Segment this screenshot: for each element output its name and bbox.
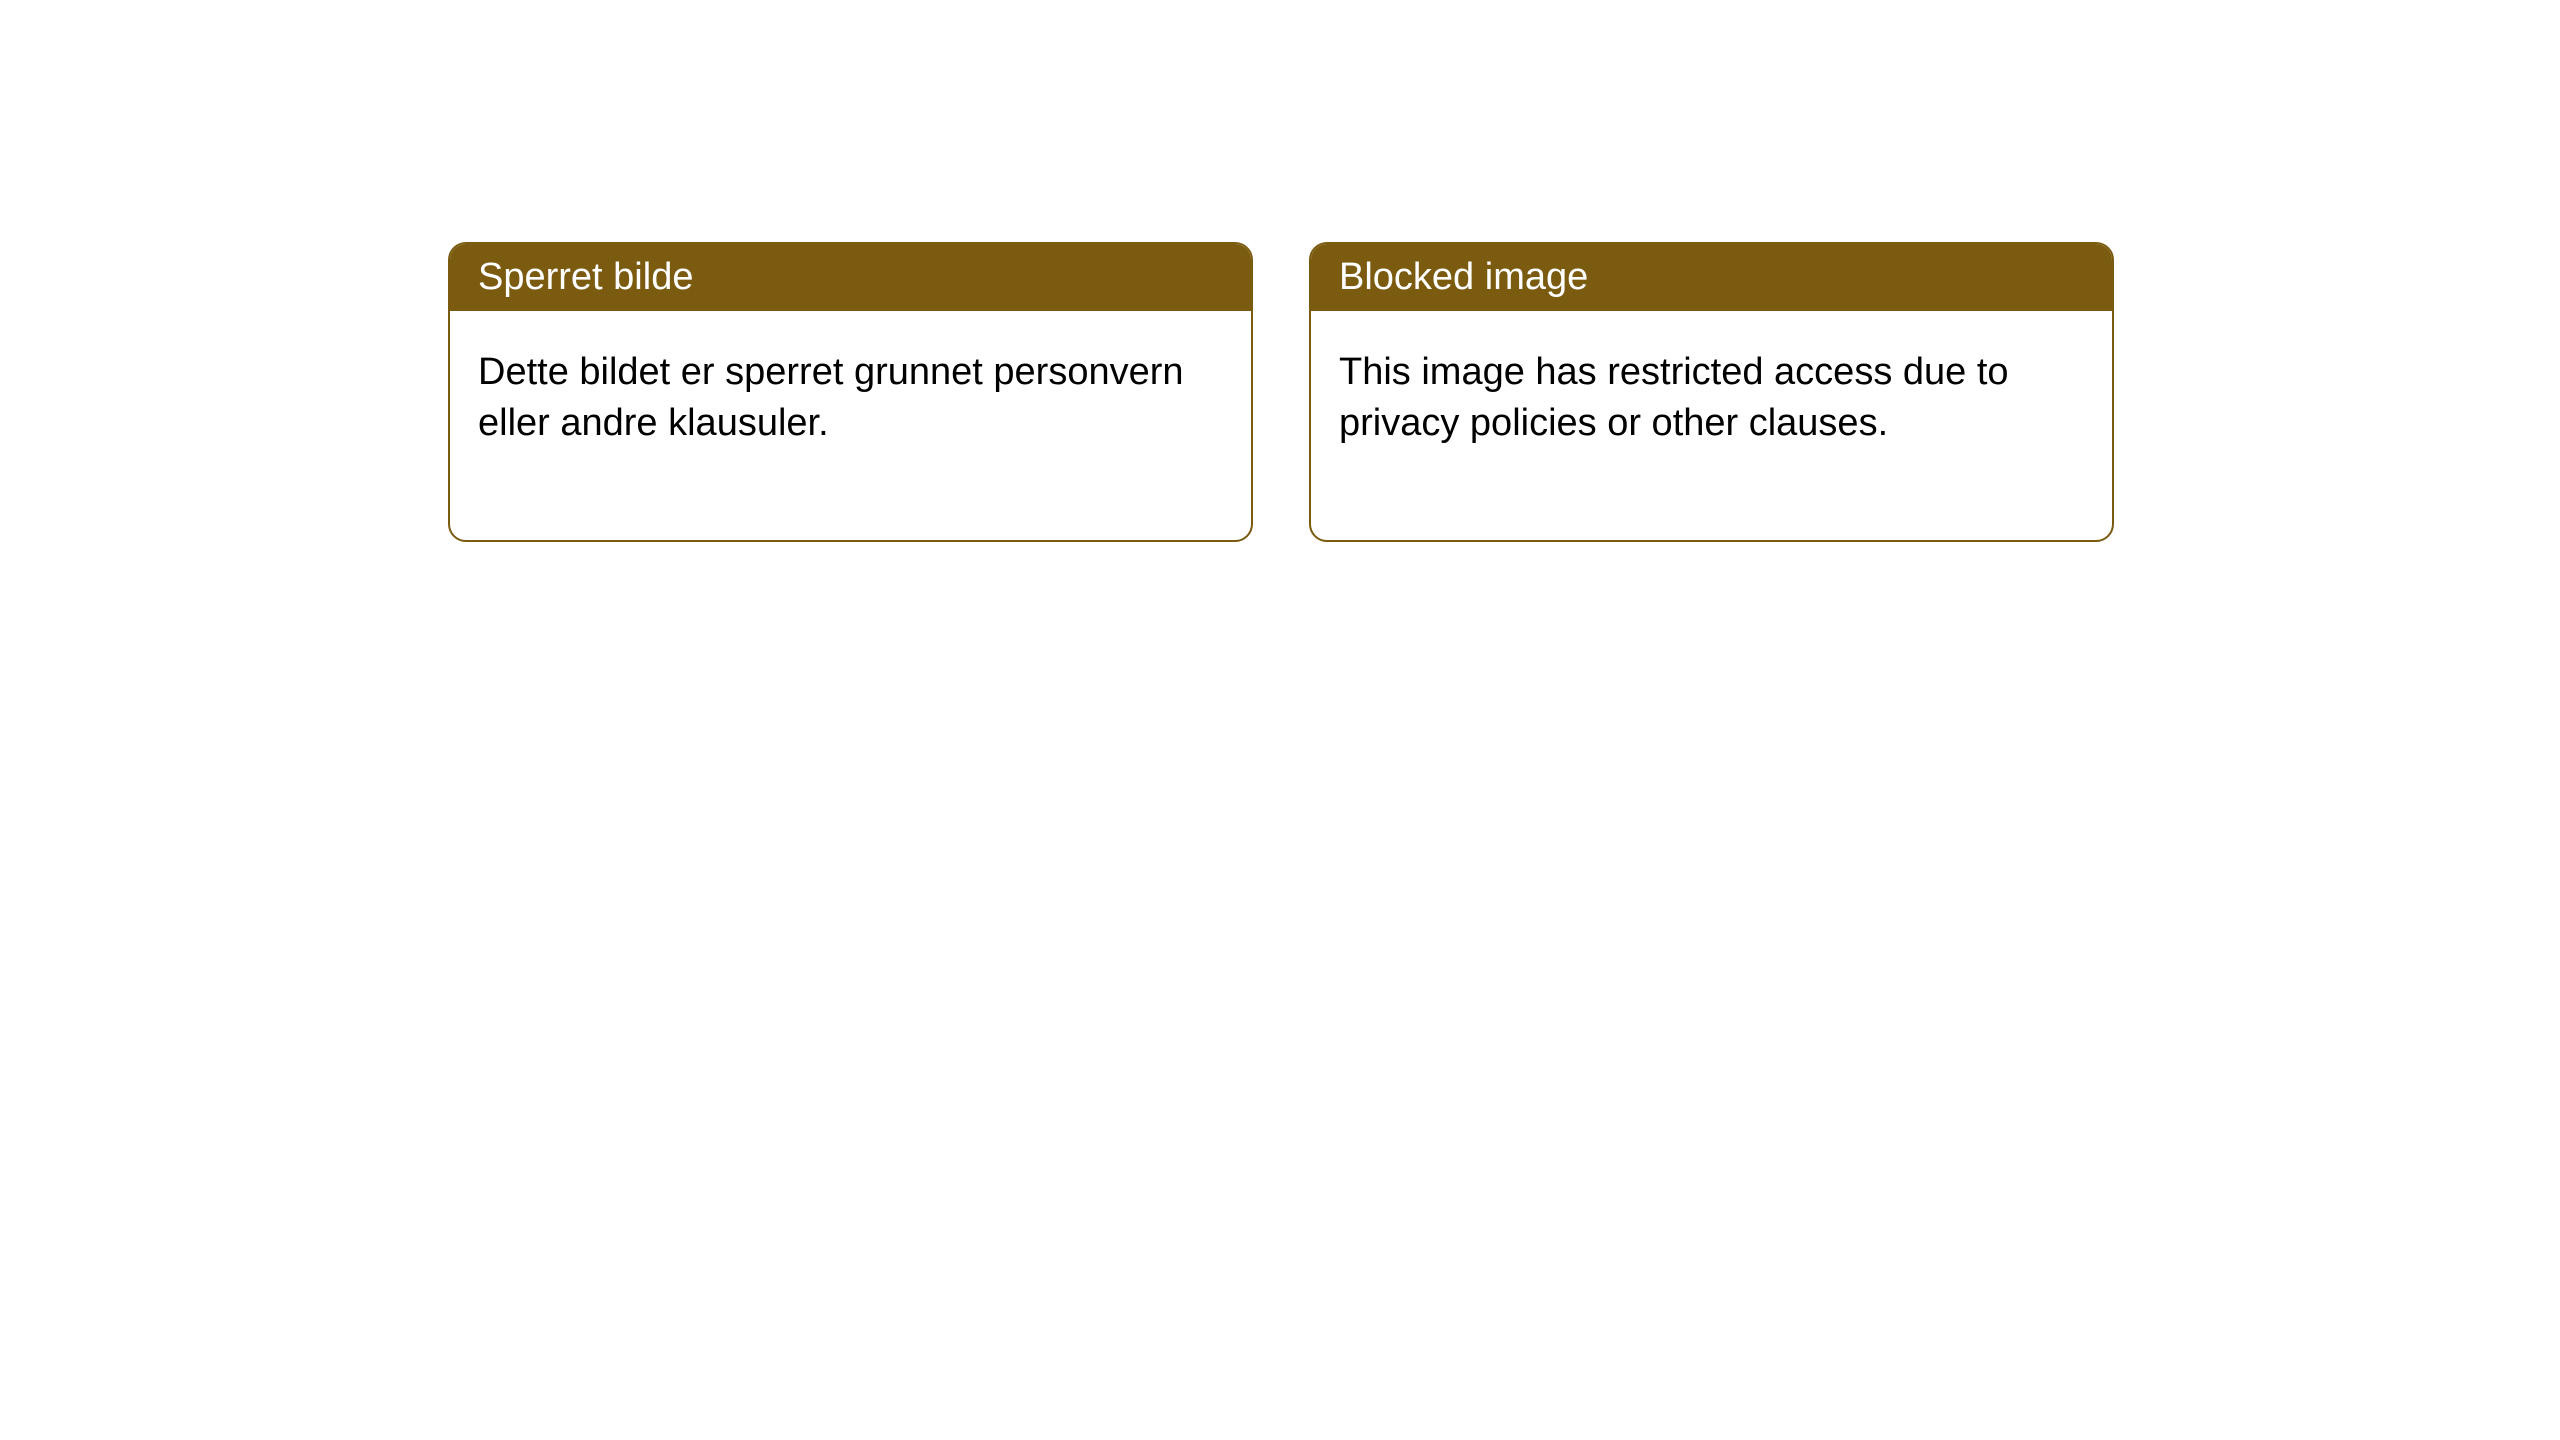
- blocked-image-card-english: Blocked image This image has restricted …: [1309, 242, 2114, 542]
- card-title-norwegian: Sperret bilde: [450, 244, 1251, 311]
- blocked-image-card-norwegian: Sperret bilde Dette bildet er sperret gr…: [448, 242, 1253, 542]
- notice-container: Sperret bilde Dette bildet er sperret gr…: [0, 0, 2560, 542]
- card-title-english: Blocked image: [1311, 244, 2112, 311]
- card-body-norwegian: Dette bildet er sperret grunnet personve…: [450, 311, 1251, 540]
- card-body-english: This image has restricted access due to …: [1311, 311, 2112, 540]
